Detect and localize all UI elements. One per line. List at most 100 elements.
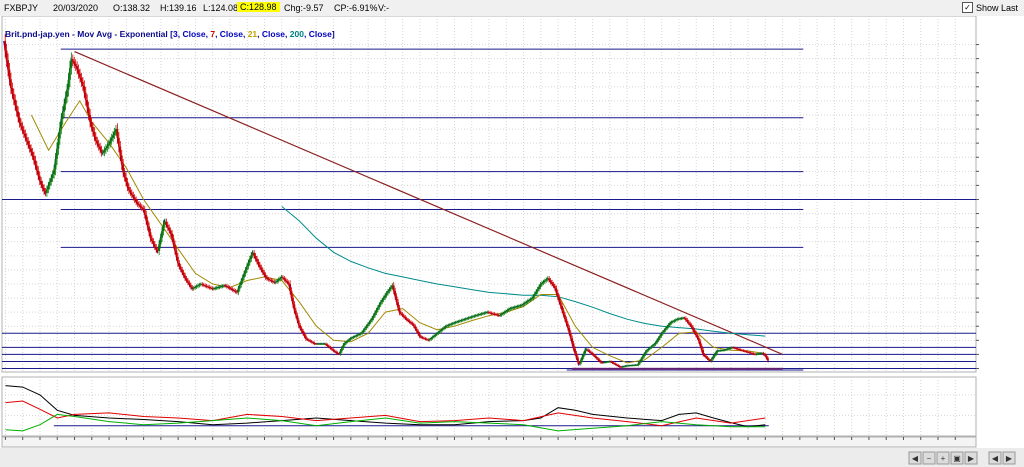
scroll-left-button-frame[interactable] [908, 451, 922, 465]
candle-body [351, 337, 353, 339]
candle-body [302, 330, 304, 334]
candle-body [624, 366, 627, 367]
candle-body [745, 351, 748, 353]
support-zone [571, 367, 783, 370]
candle-body [638, 361, 641, 364]
fit-button-frame[interactable] [950, 451, 964, 465]
candle-body [263, 272, 266, 275]
candle-body [257, 261, 260, 265]
candle-body [741, 349, 743, 351]
candle-body [189, 284, 192, 288]
candle-body [654, 342, 657, 345]
zoom-in-button[interactable]: + [936, 451, 950, 465]
scroll-right-button[interactable]: ▶ [964, 451, 978, 465]
zoom-in-button-frame[interactable] [936, 451, 950, 465]
scroll-right-button-frame[interactable] [964, 451, 978, 465]
candle-body [666, 326, 669, 329]
candle-body [492, 313, 494, 315]
candle-body [558, 297, 561, 302]
candle-body [661, 331, 664, 334]
candle-body [83, 85, 86, 93]
candle-body [490, 312, 493, 314]
candle-body [526, 301, 529, 303]
low-value: L:124.08 [203, 3, 239, 13]
scroll-left-button[interactable]: ◀ [908, 451, 922, 465]
candle-body [194, 287, 197, 288]
candle-body [306, 338, 309, 340]
candle-body [415, 328, 418, 332]
candle-body [667, 324, 670, 327]
fit-button[interactable]: ▣ [950, 451, 964, 465]
candle-body [506, 310, 509, 312]
page-right-button-frame[interactable] [1002, 451, 1016, 465]
page-left-button[interactable]: ◀ [988, 451, 1002, 465]
zoom-out-button-frame[interactable] [922, 451, 936, 465]
candle-body [159, 237, 162, 245]
candle-body [585, 349, 588, 351]
candle-body [73, 61, 76, 64]
candle-body [260, 267, 263, 270]
candle-body [243, 273, 245, 278]
candle-body [516, 306, 519, 308]
candle-body [731, 347, 733, 349]
checkbox-icon[interactable]: ✓ [961, 2, 973, 13]
candle-body [627, 365, 630, 367]
candle-body [669, 323, 671, 325]
candle-body [125, 177, 127, 183]
candle-body [169, 230, 172, 234]
candle-body [100, 149, 103, 153]
candle-body [381, 299, 384, 303]
candle-body [253, 252, 256, 256]
candle-body [660, 333, 663, 336]
ma-param-separator: ] [332, 29, 335, 39]
candle-body [614, 363, 617, 365]
candle-body [244, 269, 247, 274]
candle-body [25, 137, 28, 142]
candle-body [495, 314, 497, 316]
candle-body [428, 339, 431, 341]
candle-body [611, 362, 614, 363]
candle-body [227, 286, 230, 288]
candle-body [115, 129, 117, 132]
candle-body [410, 322, 412, 324]
candle-body [145, 214, 148, 221]
zoom-out-button[interactable]: − [922, 451, 936, 465]
candle-body [47, 185, 50, 190]
candle-body [418, 333, 421, 337]
candle-body [447, 325, 450, 326]
candle-body [217, 287, 220, 289]
candle-body [398, 307, 401, 313]
candle-body [663, 330, 666, 332]
candle-body [467, 317, 470, 319]
candle-body [28, 144, 31, 149]
show-last-toggle[interactable]: ✓ Show Last [961, 2, 1018, 13]
candle-body [535, 291, 538, 294]
candle-body [348, 339, 351, 341]
candle-body [57, 138, 60, 149]
candle-body [765, 355, 768, 358]
candle-body [679, 318, 682, 320]
candle-body [533, 293, 536, 297]
candle-body [258, 264, 261, 268]
candle-body [637, 363, 640, 365]
candle-body [374, 312, 376, 316]
candle-body [60, 119, 63, 129]
candle-body [594, 355, 597, 357]
candle-body [292, 297, 294, 305]
candle-body [528, 300, 530, 302]
chart-canvas[interactable]: Brit.pnd-jap.yen - Mov Avg - Exponential… [0, 16, 1024, 467]
page-left-button-frame[interactable] [988, 451, 1002, 465]
scroll-area [0, 448, 1024, 467]
candle-body [87, 107, 90, 115]
candle-body [477, 314, 480, 316]
candle-body [509, 308, 512, 310]
candle-body [643, 354, 646, 357]
candle-body [15, 105, 18, 112]
page-right-button[interactable]: ▶ [1002, 451, 1016, 465]
candle-body [436, 333, 438, 335]
ma-param-separator: , [285, 29, 290, 39]
candle-body [507, 309, 510, 311]
candle-body [238, 284, 241, 289]
candle-body [250, 255, 253, 259]
scroll-controls[interactable]: ◀ − + ▣ ▶ ◀ ▶ [0, 448, 1024, 467]
